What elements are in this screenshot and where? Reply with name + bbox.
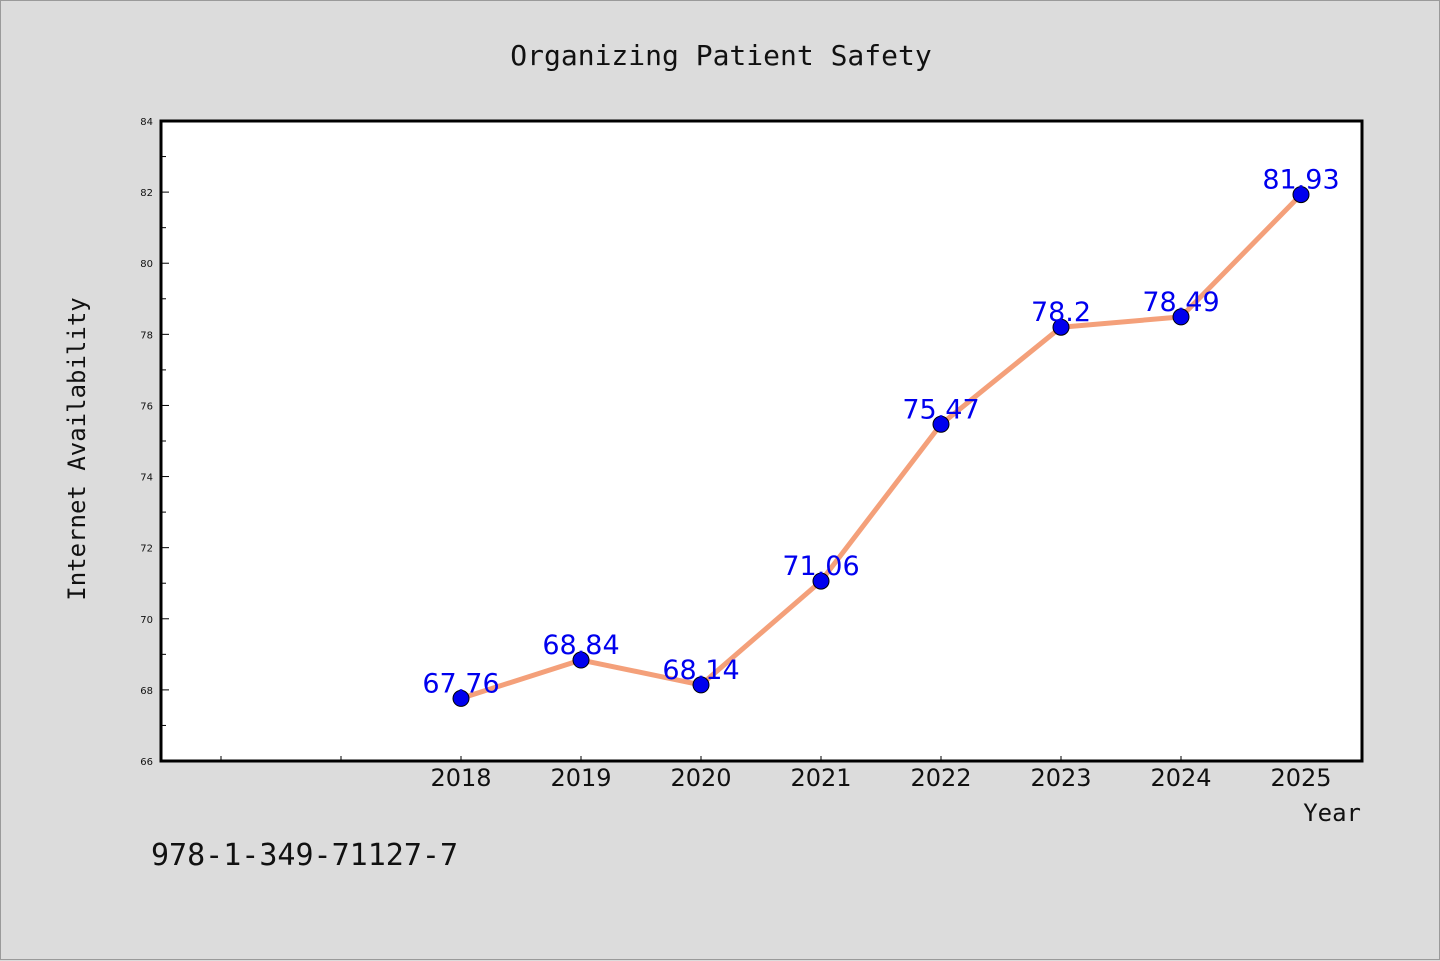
data-label: 68.84 [542,630,619,661]
data-point [692,676,710,694]
data-label: 68.14 [662,655,739,686]
data-label: 75.47 [902,394,979,425]
y-tick-label: 66 [140,757,153,768]
chart-title: Organizing Patient Safety [510,39,931,72]
data-label: 71.06 [782,551,859,582]
y-axis-label: Internet Availability [63,297,91,600]
x-axis: 2018 2019 2020 2021 2022 2023 2024 2025 [220,756,1332,792]
x-tick-label: 2023 [1030,764,1091,792]
plot-area [159,119,1364,763]
data-label: 78.49 [1142,287,1219,318]
x-tick-label: 2024 [1150,764,1211,792]
data-point [932,415,950,433]
data-point [452,689,470,707]
data-point [1052,318,1070,336]
x-tick-label: 2022 [910,764,971,792]
x-axis-label: Year [1303,799,1361,827]
isbn-label: 978-1-349-71127-7 [151,838,458,873]
data-point [812,572,830,590]
data-label: 67.76 [422,668,499,699]
data-label: 81.93 [1262,165,1339,196]
x-tick-label: 2018 [430,764,491,792]
y-tick-label: 70 [140,615,153,626]
y-tick-label: 76 [140,401,153,412]
series-line [458,192,1304,701]
x-tick-label: 2021 [790,764,851,792]
y-axis: 66 68 70 72 74 76 78 80 82 84 [140,117,169,768]
y-tick-label: 78 [140,330,153,341]
x-tick-label: 2020 [670,764,731,792]
data-point [1172,308,1190,326]
y-tick-label: 68 [140,686,153,697]
y-tick-label: 74 [140,473,153,484]
data-label: 78.2 [1031,297,1091,328]
y-tick-label: 84 [140,117,153,128]
series-line-group: 67.76 68.84 68.14 71.06 75.47 78.2 78.49 81.93 [422,165,1340,707]
x-tick-label: 2019 [550,764,611,792]
y-tick-label: 82 [140,188,153,199]
y-tick-label: 72 [140,544,153,555]
data-point [572,651,590,669]
x-tick-label: 2025 [1270,764,1331,792]
y-tick-label: 80 [140,259,153,270]
data-point [1292,186,1310,204]
